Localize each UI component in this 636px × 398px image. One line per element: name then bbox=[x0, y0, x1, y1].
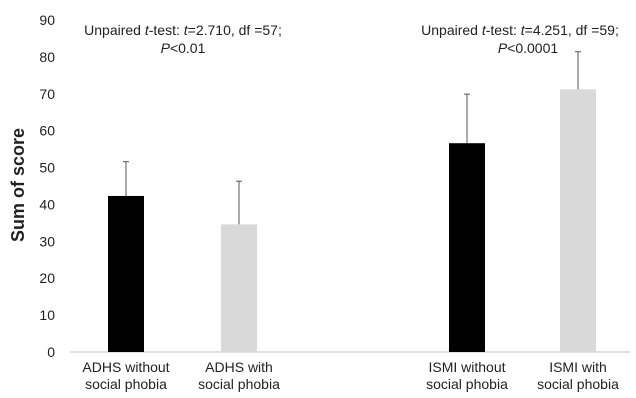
category-label: social phobia bbox=[537, 376, 619, 392]
y-tick-label: 30 bbox=[39, 233, 55, 249]
annotation-1-line1: Unpaired t-test: t=2.710, df =57; bbox=[84, 22, 282, 38]
category-label: ADHS without bbox=[82, 359, 169, 375]
y-axis-label: Sum of score bbox=[8, 128, 28, 242]
category-label: ISMI with bbox=[549, 359, 607, 375]
y-tick-label: 70 bbox=[39, 86, 55, 102]
y-tick-label: 50 bbox=[39, 160, 55, 176]
error-bars-group bbox=[123, 51, 581, 225]
bars-group bbox=[108, 89, 596, 353]
y-tick-label: 80 bbox=[39, 49, 55, 65]
bar bbox=[221, 224, 257, 352]
category-label: social phobia bbox=[85, 376, 167, 392]
y-tick-label: 90 bbox=[39, 12, 55, 28]
annotation-2-line1: Unpaired t-test: t=4.251, df =59; bbox=[421, 22, 619, 38]
category-label: social phobia bbox=[198, 376, 280, 392]
y-tick-label: 40 bbox=[39, 196, 55, 212]
category-label: ISMI without bbox=[428, 359, 505, 375]
y-axis-ticks: 0 10 20 30 40 50 60 70 80 90 bbox=[39, 12, 55, 360]
annotation-2-line2: P<0.0001 bbox=[498, 40, 559, 56]
category-label: social phobia bbox=[426, 376, 508, 392]
bar bbox=[560, 89, 596, 353]
y-tick-label: 60 bbox=[39, 123, 55, 139]
y-tick-label: 10 bbox=[39, 307, 55, 323]
y-tick-label: 0 bbox=[47, 344, 55, 360]
category-label: ADHS with bbox=[205, 359, 273, 375]
y-tick-label: 20 bbox=[39, 270, 55, 286]
annotation-1-line2: P<0.01 bbox=[161, 40, 206, 56]
bar bbox=[449, 143, 485, 352]
bar bbox=[108, 195, 144, 352]
